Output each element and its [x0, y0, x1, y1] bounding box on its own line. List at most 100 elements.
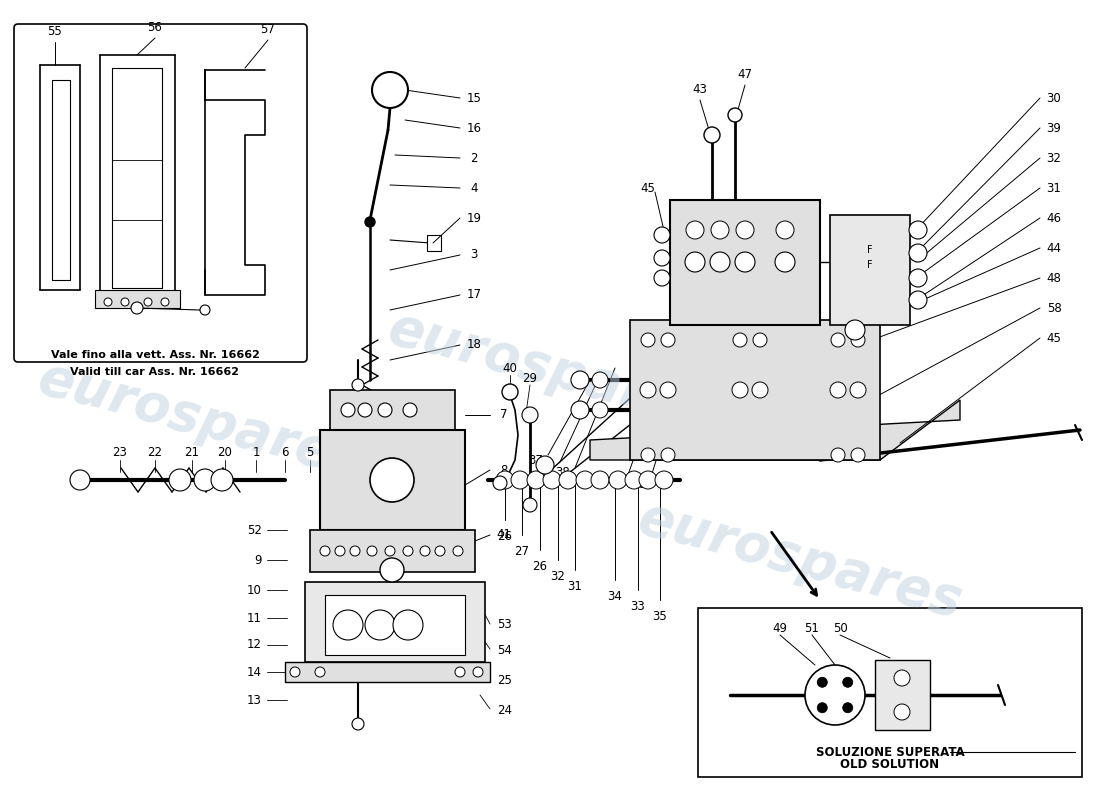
Text: 43: 43: [693, 83, 707, 96]
Text: 39: 39: [1046, 122, 1062, 134]
Text: 46: 46: [1046, 211, 1062, 225]
Text: 40: 40: [503, 362, 517, 374]
Bar: [830, 215, 910, 325]
Circle shape: [455, 667, 465, 677]
Circle shape: [420, 546, 430, 556]
Circle shape: [909, 291, 927, 309]
Text: 4: 4: [471, 182, 477, 194]
Text: 41: 41: [496, 529, 512, 542]
Text: Vale fino alla vett. Ass. Nr. 16662: Vale fino alla vett. Ass. Nr. 16662: [51, 350, 260, 360]
Circle shape: [776, 252, 795, 272]
Text: 19: 19: [466, 211, 482, 225]
Bar: [285, 662, 490, 682]
Text: 26: 26: [532, 560, 548, 573]
Circle shape: [654, 227, 670, 243]
Text: eurospares: eurospares: [383, 302, 717, 438]
Circle shape: [641, 448, 654, 462]
Circle shape: [735, 252, 755, 272]
Text: 45: 45: [640, 182, 656, 194]
Circle shape: [379, 558, 404, 582]
Text: 7: 7: [500, 409, 508, 422]
Bar: [310, 530, 475, 572]
Circle shape: [660, 382, 676, 398]
Text: 35: 35: [652, 610, 668, 623]
Circle shape: [104, 298, 112, 306]
Text: 25: 25: [497, 674, 513, 686]
Text: eurospares: eurospares: [32, 352, 367, 488]
Circle shape: [732, 382, 748, 398]
Circle shape: [805, 665, 865, 725]
Circle shape: [894, 704, 910, 720]
Text: 29: 29: [522, 371, 538, 385]
Circle shape: [367, 546, 377, 556]
Circle shape: [851, 448, 865, 462]
Circle shape: [473, 667, 483, 677]
Bar: [330, 390, 455, 430]
Circle shape: [654, 250, 670, 266]
Circle shape: [522, 498, 537, 512]
Circle shape: [754, 333, 767, 347]
Text: 53: 53: [497, 618, 513, 631]
Text: eurospares: eurospares: [632, 492, 968, 628]
Bar: [324, 595, 465, 655]
Text: 9: 9: [254, 554, 262, 566]
Text: 47: 47: [737, 68, 752, 81]
Text: 31: 31: [1046, 182, 1062, 194]
Text: F: F: [867, 260, 872, 270]
Circle shape: [641, 333, 654, 347]
Circle shape: [543, 471, 561, 489]
Circle shape: [625, 471, 644, 489]
Circle shape: [704, 127, 720, 143]
Text: 55: 55: [47, 25, 63, 38]
Text: 45: 45: [1046, 331, 1062, 345]
Text: 17: 17: [466, 289, 482, 302]
Circle shape: [571, 401, 588, 419]
Circle shape: [909, 269, 927, 287]
Circle shape: [453, 546, 463, 556]
Bar: [874, 660, 929, 730]
Circle shape: [830, 382, 846, 398]
Circle shape: [894, 670, 910, 686]
Circle shape: [736, 221, 754, 239]
Text: 50: 50: [833, 622, 847, 634]
Text: 21: 21: [185, 446, 199, 458]
Circle shape: [434, 546, 446, 556]
Circle shape: [358, 403, 372, 417]
Circle shape: [843, 702, 852, 713]
Circle shape: [559, 471, 578, 489]
Circle shape: [131, 302, 143, 314]
Polygon shape: [590, 400, 960, 460]
Circle shape: [502, 384, 518, 400]
Text: 13: 13: [248, 694, 262, 706]
Circle shape: [830, 333, 845, 347]
Text: 57: 57: [261, 23, 275, 36]
Circle shape: [639, 471, 657, 489]
Circle shape: [290, 667, 300, 677]
Circle shape: [843, 678, 852, 687]
Text: 32: 32: [551, 570, 565, 583]
Text: 18: 18: [466, 338, 482, 351]
Text: 24: 24: [497, 703, 513, 717]
Bar: [427, 235, 441, 251]
Circle shape: [493, 476, 507, 490]
Text: 10: 10: [248, 583, 262, 597]
Circle shape: [536, 456, 554, 474]
Bar: [630, 320, 880, 460]
Text: 52: 52: [248, 523, 262, 537]
Text: F: F: [867, 245, 872, 255]
Circle shape: [817, 678, 827, 687]
Circle shape: [527, 471, 544, 489]
Circle shape: [711, 221, 729, 239]
Text: 27: 27: [515, 545, 529, 558]
Circle shape: [752, 382, 768, 398]
Text: 14: 14: [248, 666, 262, 678]
Circle shape: [609, 471, 627, 489]
Text: 30: 30: [1046, 91, 1062, 105]
Circle shape: [350, 546, 360, 556]
Circle shape: [710, 252, 730, 272]
Circle shape: [571, 371, 588, 389]
Text: 44: 44: [1046, 242, 1062, 254]
Circle shape: [576, 471, 594, 489]
Circle shape: [817, 702, 827, 713]
Text: 26: 26: [497, 530, 513, 543]
